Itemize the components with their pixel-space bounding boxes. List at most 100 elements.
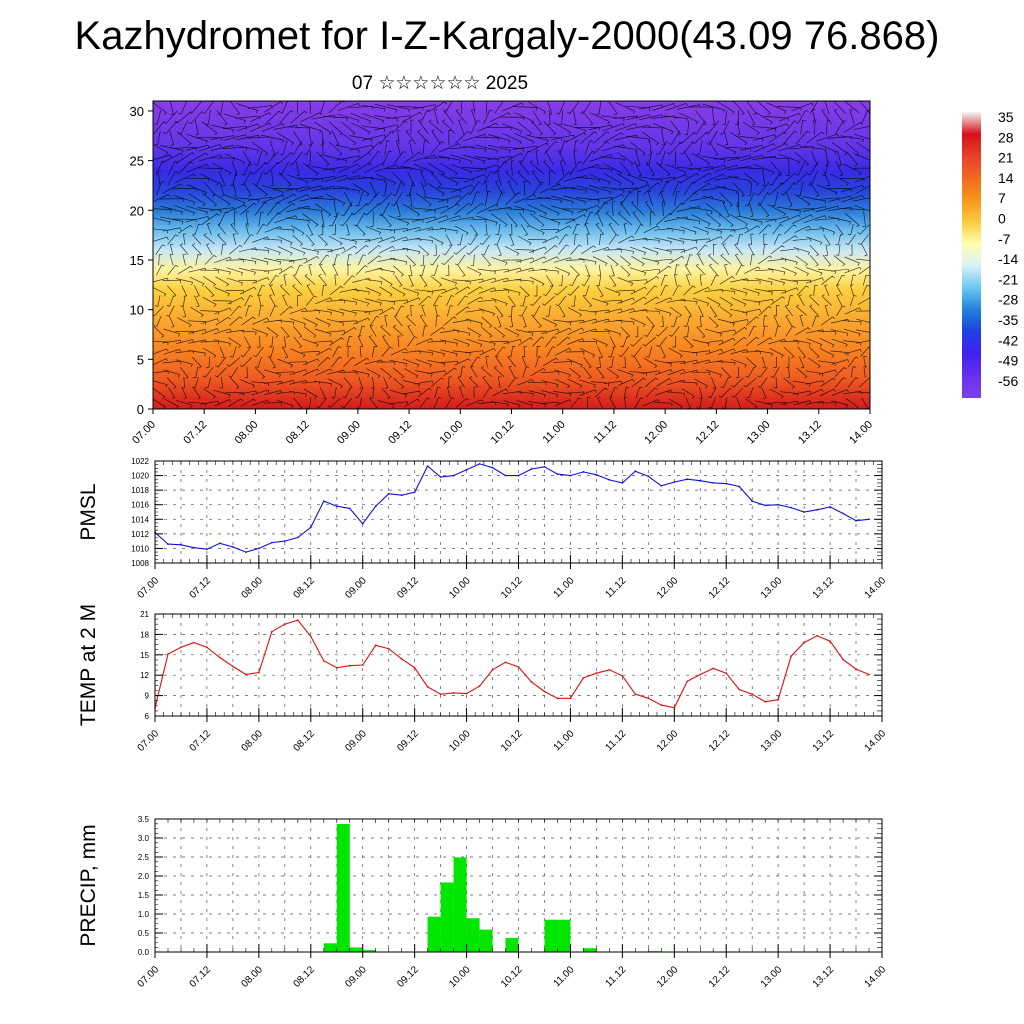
precip-bar [557, 919, 571, 952]
heatmap-x-tick-label: 12.00 [642, 419, 670, 447]
data-point [504, 474, 507, 477]
data-point [777, 503, 779, 506]
data-point [803, 511, 805, 513]
data-point [517, 474, 520, 477]
data-point [478, 463, 481, 465]
heatmap-x-tick-label: 09.00 [335, 419, 363, 447]
x-tick-label: 10.12 [499, 575, 525, 601]
heatmap-x-tick-label: 07.00 [130, 419, 158, 447]
x-tick-label: 08.12 [291, 728, 317, 754]
x-tick-label: 11.12 [604, 575, 629, 600]
x-tick-label: 14.00 [863, 728, 889, 754]
y-tick-label: 1010 [131, 544, 149, 553]
precip-bar [427, 916, 441, 952]
x-tick-label: 09.00 [343, 728, 369, 754]
x-tick-label: 07.12 [188, 575, 214, 601]
heatmap-y-tick-label: 0 [137, 402, 144, 417]
colorbar-label: 21 [998, 150, 1014, 166]
data-point [803, 641, 805, 644]
colorbar-label: -49 [998, 353, 1018, 369]
data-point [530, 468, 533, 470]
data-point [764, 504, 767, 507]
precip-bar [505, 937, 519, 952]
data-point [608, 668, 611, 671]
data-point [738, 485, 741, 488]
x-tick-label: 11.00 [552, 964, 577, 989]
wind-barbs [153, 101, 870, 409]
y-tick-label: 18 [140, 630, 149, 639]
data-point [504, 661, 507, 664]
x-tick-label: 09.12 [395, 575, 421, 601]
chart-title: Kazhydromet for I-Z-Kargaly-2000(43.09 7… [74, 14, 940, 58]
y-tick-label: 15 [140, 651, 149, 660]
data-point [816, 508, 818, 511]
data-point [491, 668, 494, 671]
x-tick-label: 09.00 [343, 964, 369, 990]
data-point [361, 522, 364, 525]
x-tick-label: 10.12 [499, 964, 525, 990]
heatmap-y-tick-label: 5 [137, 352, 144, 367]
y-tick-label: 1022 [131, 457, 149, 466]
heatmap-x-tick-label: 13.00 [745, 419, 773, 447]
data-point [322, 500, 325, 502]
heatmap-x-tick-label: 14.00 [847, 419, 875, 447]
data-point [426, 465, 429, 467]
colorbar-label: 14 [998, 170, 1014, 186]
x-tick-label: 07.00 [136, 728, 162, 754]
data-point [621, 482, 624, 484]
data-point [855, 519, 857, 522]
data-point [699, 673, 702, 676]
x-tick-label: 07.00 [136, 575, 162, 601]
temperature-field [153, 101, 870, 409]
data-point [335, 505, 338, 508]
heatmap-x-tick-label: 11.12 [592, 419, 619, 446]
x-tick-label: 10.12 [499, 728, 525, 754]
data-point [258, 671, 260, 674]
data-point [465, 468, 468, 471]
data-point [478, 685, 481, 687]
x-tick-label: 11.12 [604, 964, 629, 989]
x-tick-label: 10.00 [447, 964, 473, 990]
x-tick-label: 12.12 [707, 575, 733, 601]
heatmap-x-tick-label: 12.12 [694, 419, 722, 447]
x-tick-label: 10.00 [447, 575, 473, 601]
y-tick-label: 9 [145, 692, 150, 701]
data-point [608, 479, 611, 481]
data-point [790, 655, 792, 658]
heatmap-x-tick-label: 10.12 [489, 419, 517, 447]
data-point [582, 677, 585, 679]
data-point [258, 547, 260, 550]
precip-bar [466, 918, 480, 952]
precip-bar [362, 950, 376, 952]
colorbar-label: 28 [998, 129, 1014, 145]
data-point [621, 675, 624, 677]
precip-bar [544, 919, 558, 952]
x-tick-label: 14.00 [863, 964, 889, 990]
data-point [206, 646, 208, 649]
data-point [751, 693, 754, 696]
data-point [491, 466, 494, 469]
data-point [855, 668, 857, 670]
x-tick-label: 08.00 [240, 575, 266, 601]
colorbar-label: -56 [998, 373, 1018, 389]
grid [154, 818, 883, 953]
data-point [167, 653, 169, 655]
x-tick-label: 08.00 [240, 728, 266, 754]
colorbar-label: -42 [998, 332, 1018, 348]
data-point [660, 704, 663, 706]
precip-bar [453, 857, 467, 952]
heatmap-y-tick-label: 30 [130, 104, 144, 119]
y-tick-label: 0.0 [138, 948, 150, 957]
data-point [452, 474, 455, 477]
colorbar [962, 112, 981, 398]
data-point [647, 475, 650, 478]
x-tick-label: 13.00 [759, 728, 785, 754]
data-point [725, 672, 728, 675]
data-point [283, 540, 286, 542]
y-tick-label: 1012 [131, 530, 149, 539]
x-tick-label: 12.12 [707, 964, 733, 990]
y-tick-label: 0.5 [138, 929, 150, 938]
data-point [296, 619, 299, 621]
panel-pmsl: 1008 1010 1012 1014 1016 1018 1020 1022 07.00 07.… [77, 457, 888, 601]
data-point [725, 482, 728, 485]
